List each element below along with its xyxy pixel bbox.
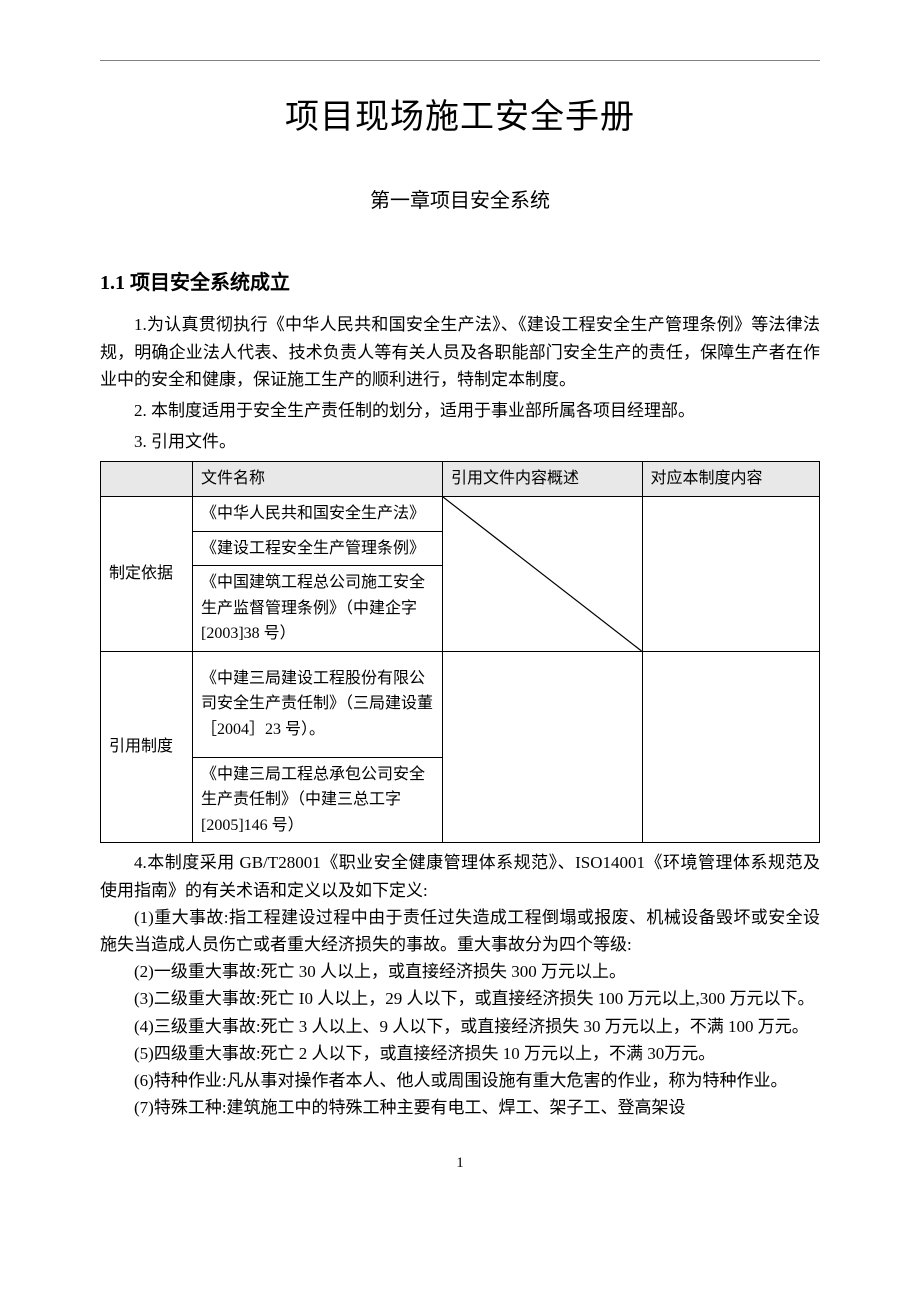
table-cell-docname: 《中华人民共和国安全生产法》: [193, 496, 443, 531]
table-row: 引用制度 《中建三局建设工程股份有限公司安全生产责任制》（三局建设董［2004］…: [101, 651, 820, 757]
paragraph-5: (1)重大事故:指工程建设过程中由于责任过失造成工程倒塌或报废、机械设备毁坏或安…: [100, 904, 820, 958]
table-group-label-ref: 引用制度: [101, 651, 193, 843]
table-cell-empty: [642, 496, 820, 651]
paragraph-11: (7)特殊工种:建筑施工中的特殊工种主要有电工、焊工、架子工、登高架设: [100, 1094, 820, 1121]
paragraph-1: 1.为认真贯彻执行《中华人民共和国安全生产法》、《建设工程安全生产管理条例》等法…: [100, 311, 820, 393]
table-cell-empty: [443, 651, 643, 843]
table-cell-empty: [642, 651, 820, 843]
table-cell-diagonal: [443, 496, 643, 651]
chapter-title: 第一章项目安全系统: [100, 185, 820, 217]
paragraph-10: (6)特种作业:凡从事对操作者本人、他人或周围设施有重大危害的作业，称为特种作业…: [100, 1067, 820, 1094]
paragraph-2: 2. 本制度适用于安全生产责任制的划分，适用于事业部所属各项目经理部。: [100, 397, 820, 424]
table-header-blank: [101, 462, 193, 497]
table-cell-docname: 《中建三局工程总承包公司安全生产责任制》（中建三总工字[2005]146 号）: [193, 757, 443, 843]
page-number: 1: [100, 1151, 820, 1175]
table-cell-docname: 《中建三局建设工程股份有限公司安全生产责任制》（三局建设董［2004］23 号）…: [193, 651, 443, 757]
table-header-mapping: 对应本制度内容: [642, 462, 820, 497]
top-horizontal-rule: [100, 60, 820, 61]
section-heading: 1.1 项目安全系统成立: [100, 267, 820, 299]
table-row: 制定依据 《中华人民共和国安全生产法》: [101, 496, 820, 531]
document-title: 项目现场施工安全手册: [100, 91, 820, 145]
paragraph-8: (4)三级重大事故:死亡 3 人以上、9 人以下，或直接经济损失 30 万元以上…: [100, 1013, 820, 1040]
table-group-label-basis: 制定依据: [101, 496, 193, 651]
table-cell-docname: 《建设工程安全生产管理条例》: [193, 531, 443, 566]
table-header-summary: 引用文件内容概述: [443, 462, 643, 497]
table-cell-docname: 《中国建筑工程总公司施工安全生产监督管理条例》（中建企字[2003]38 号）: [193, 566, 443, 652]
paragraph-9: (5)四级重大事故:死亡 2 人以下，或直接经济损失 10 万元以上，不满 30…: [100, 1040, 820, 1067]
paragraph-6: (2)一级重大事故:死亡 30 人以上，或直接经济损失 300 万元以上。: [100, 958, 820, 985]
reference-documents-table: 文件名称 引用文件内容概述 对应本制度内容 制定依据 《中华人民共和国安全生产法…: [100, 461, 820, 843]
table-header-docname: 文件名称: [193, 462, 443, 497]
paragraph-7: (3)二级重大事故:死亡 I0 人以上，29 人以下，或直接经济损失 100 万…: [100, 985, 820, 1012]
paragraph-3: 3. 引用文件。: [100, 428, 820, 455]
table-header-row: 文件名称 引用文件内容概述 对应本制度内容: [101, 462, 820, 497]
paragraph-4: 4.本制度采用 GB/T28001《职业安全健康管理体系规范》、ISO14001…: [100, 849, 820, 903]
